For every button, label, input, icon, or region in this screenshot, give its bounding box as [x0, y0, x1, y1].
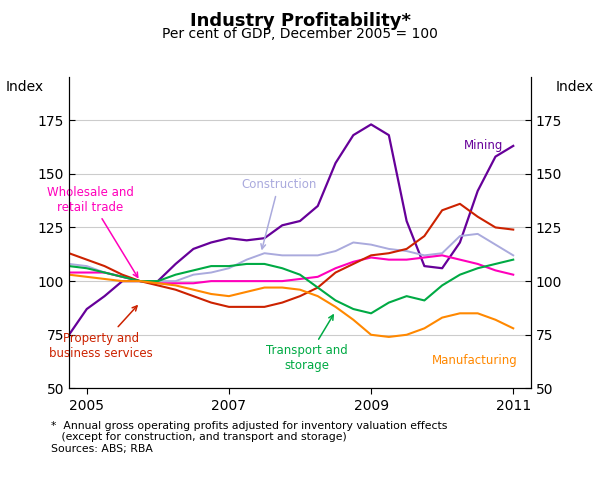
Text: Construction: Construction	[241, 178, 316, 249]
Text: Wholesale and
retail trade: Wholesale and retail trade	[47, 186, 138, 277]
Text: Index: Index	[556, 80, 594, 94]
Text: Property and
business services: Property and business services	[49, 306, 153, 360]
Text: Industry Profitability*: Industry Profitability*	[190, 12, 410, 30]
Text: Index: Index	[6, 80, 44, 94]
Text: *  Annual gross operating profits adjusted for inventory valuation effects
   (e: * Annual gross operating profits adjuste…	[51, 421, 448, 454]
Text: Per cent of GDP, December 2005 = 100: Per cent of GDP, December 2005 = 100	[162, 27, 438, 41]
Text: Transport and
storage: Transport and storage	[266, 315, 348, 373]
Text: Mining: Mining	[463, 139, 503, 152]
Text: Manufacturing: Manufacturing	[431, 354, 517, 367]
